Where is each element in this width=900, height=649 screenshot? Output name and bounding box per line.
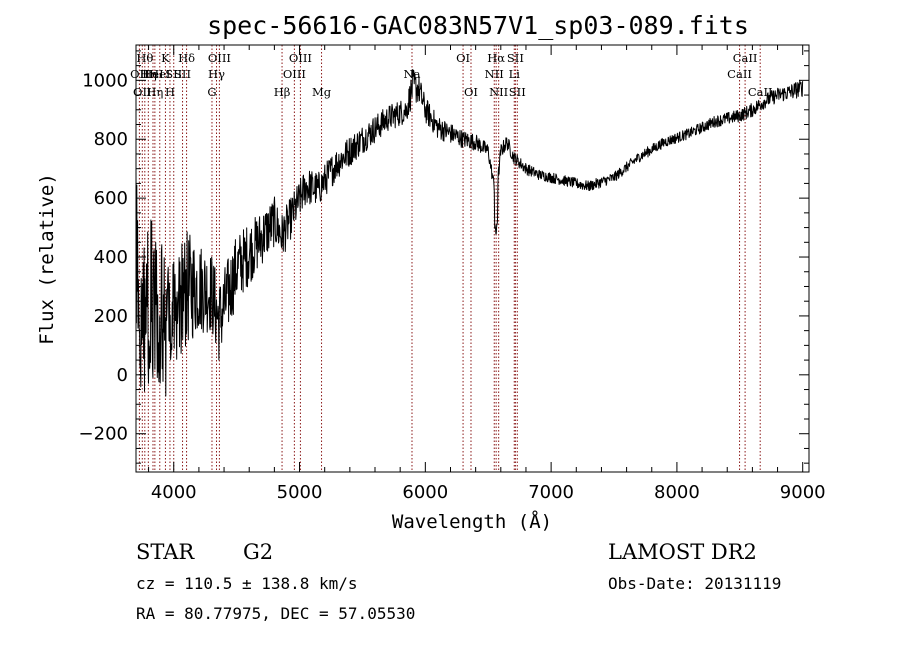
plot-frame <box>135 44 810 473</box>
y-tick-label: 200 <box>94 306 128 327</box>
spectral-line-label: Hη <box>146 85 163 99</box>
spectral-line-label: Hθ <box>136 51 153 65</box>
spectral-line-label: OIII <box>208 51 231 65</box>
spectral-line-label: NII <box>489 85 508 99</box>
spectral-line-label: CaII <box>733 51 758 65</box>
spectral-line-label: SII <box>165 67 182 81</box>
spectral-line-label: Hδ <box>178 51 195 65</box>
object-subclass: G2 <box>243 540 273 564</box>
y-tick-label: 400 <box>94 247 128 268</box>
spectral-line-label: G <box>207 85 216 99</box>
spectral-line-label: CaII <box>748 85 773 99</box>
spectral-line-label: Hα <box>487 51 505 65</box>
x-tick-label: 9000 <box>780 482 826 503</box>
spectral-line-label: HeI <box>142 67 163 81</box>
y-tick-label: 600 <box>94 188 128 209</box>
x-tick-label: 5000 <box>277 482 323 503</box>
y-axis-label: Flux (relative) <box>36 173 58 345</box>
spectral-line-label: OI <box>456 51 470 65</box>
spectral-line-label: OI <box>464 85 478 99</box>
object-class: STAR <box>136 540 195 564</box>
coordinates-text: RA = 80.77975, DEC = 57.05530 <box>136 604 415 623</box>
spectrum-line <box>135 69 804 397</box>
spectral-line-label: Li <box>509 67 521 81</box>
spectral-line-label: CaII <box>727 67 752 81</box>
spectral-line-label: NII <box>485 67 504 81</box>
spectrum-series <box>135 69 804 397</box>
y-tick-label: 800 <box>94 129 128 150</box>
spectral-line-labels: OIIOIIHθHηHeIHηHeIKHSIISIIHδGHγOIIIHβOII… <box>130 51 772 99</box>
survey-name: LAMOST DR2 <box>608 540 757 564</box>
spectral-line-label: OIII <box>283 67 306 81</box>
spectral-line-label: OII <box>130 67 149 81</box>
spectral-line-label: OIII <box>289 51 312 65</box>
x-tick-label: 8000 <box>654 482 700 503</box>
y-tick-label: 1000 <box>82 70 128 91</box>
x-tick-label: 7000 <box>528 482 574 503</box>
spectral-line-label: SII <box>507 51 524 65</box>
chart-title: spec-56616-GAC083N57V1_sp03-089.fits <box>207 11 749 40</box>
y-tick-label: 0 <box>117 365 128 386</box>
spectral-line-label: HeI <box>149 67 170 81</box>
y-axis-ticks: −200 0 200 400 600 800 1000 <box>79 50 809 464</box>
spectral-line-label: Hη <box>140 67 157 81</box>
observation-date: Obs-Date: 20131119 <box>608 574 781 593</box>
spectral-line-label: Hβ <box>274 85 291 99</box>
x-tick-label: 6000 <box>402 482 448 503</box>
y-tick-label: −200 <box>79 424 128 445</box>
spectral-line-label: SII <box>509 85 526 99</box>
spectral-line-label: Mg <box>312 85 332 99</box>
redshift-text: cz = 110.5 ± 138.8 km/s <box>136 574 358 593</box>
x-axis-label: Wavelength (Å) <box>392 510 552 533</box>
x-tick-label: 4000 <box>151 482 197 503</box>
x-axis-ticks: 4000 5000 6000 7000 8000 9000 <box>148 45 826 503</box>
spectral-line-label: Hγ <box>208 67 225 81</box>
spectral-line-label: H <box>165 85 175 99</box>
spectral-line-label: K <box>161 51 170 65</box>
spectral-line-markers <box>138 45 761 472</box>
spectral-line-label: SII <box>174 67 191 81</box>
